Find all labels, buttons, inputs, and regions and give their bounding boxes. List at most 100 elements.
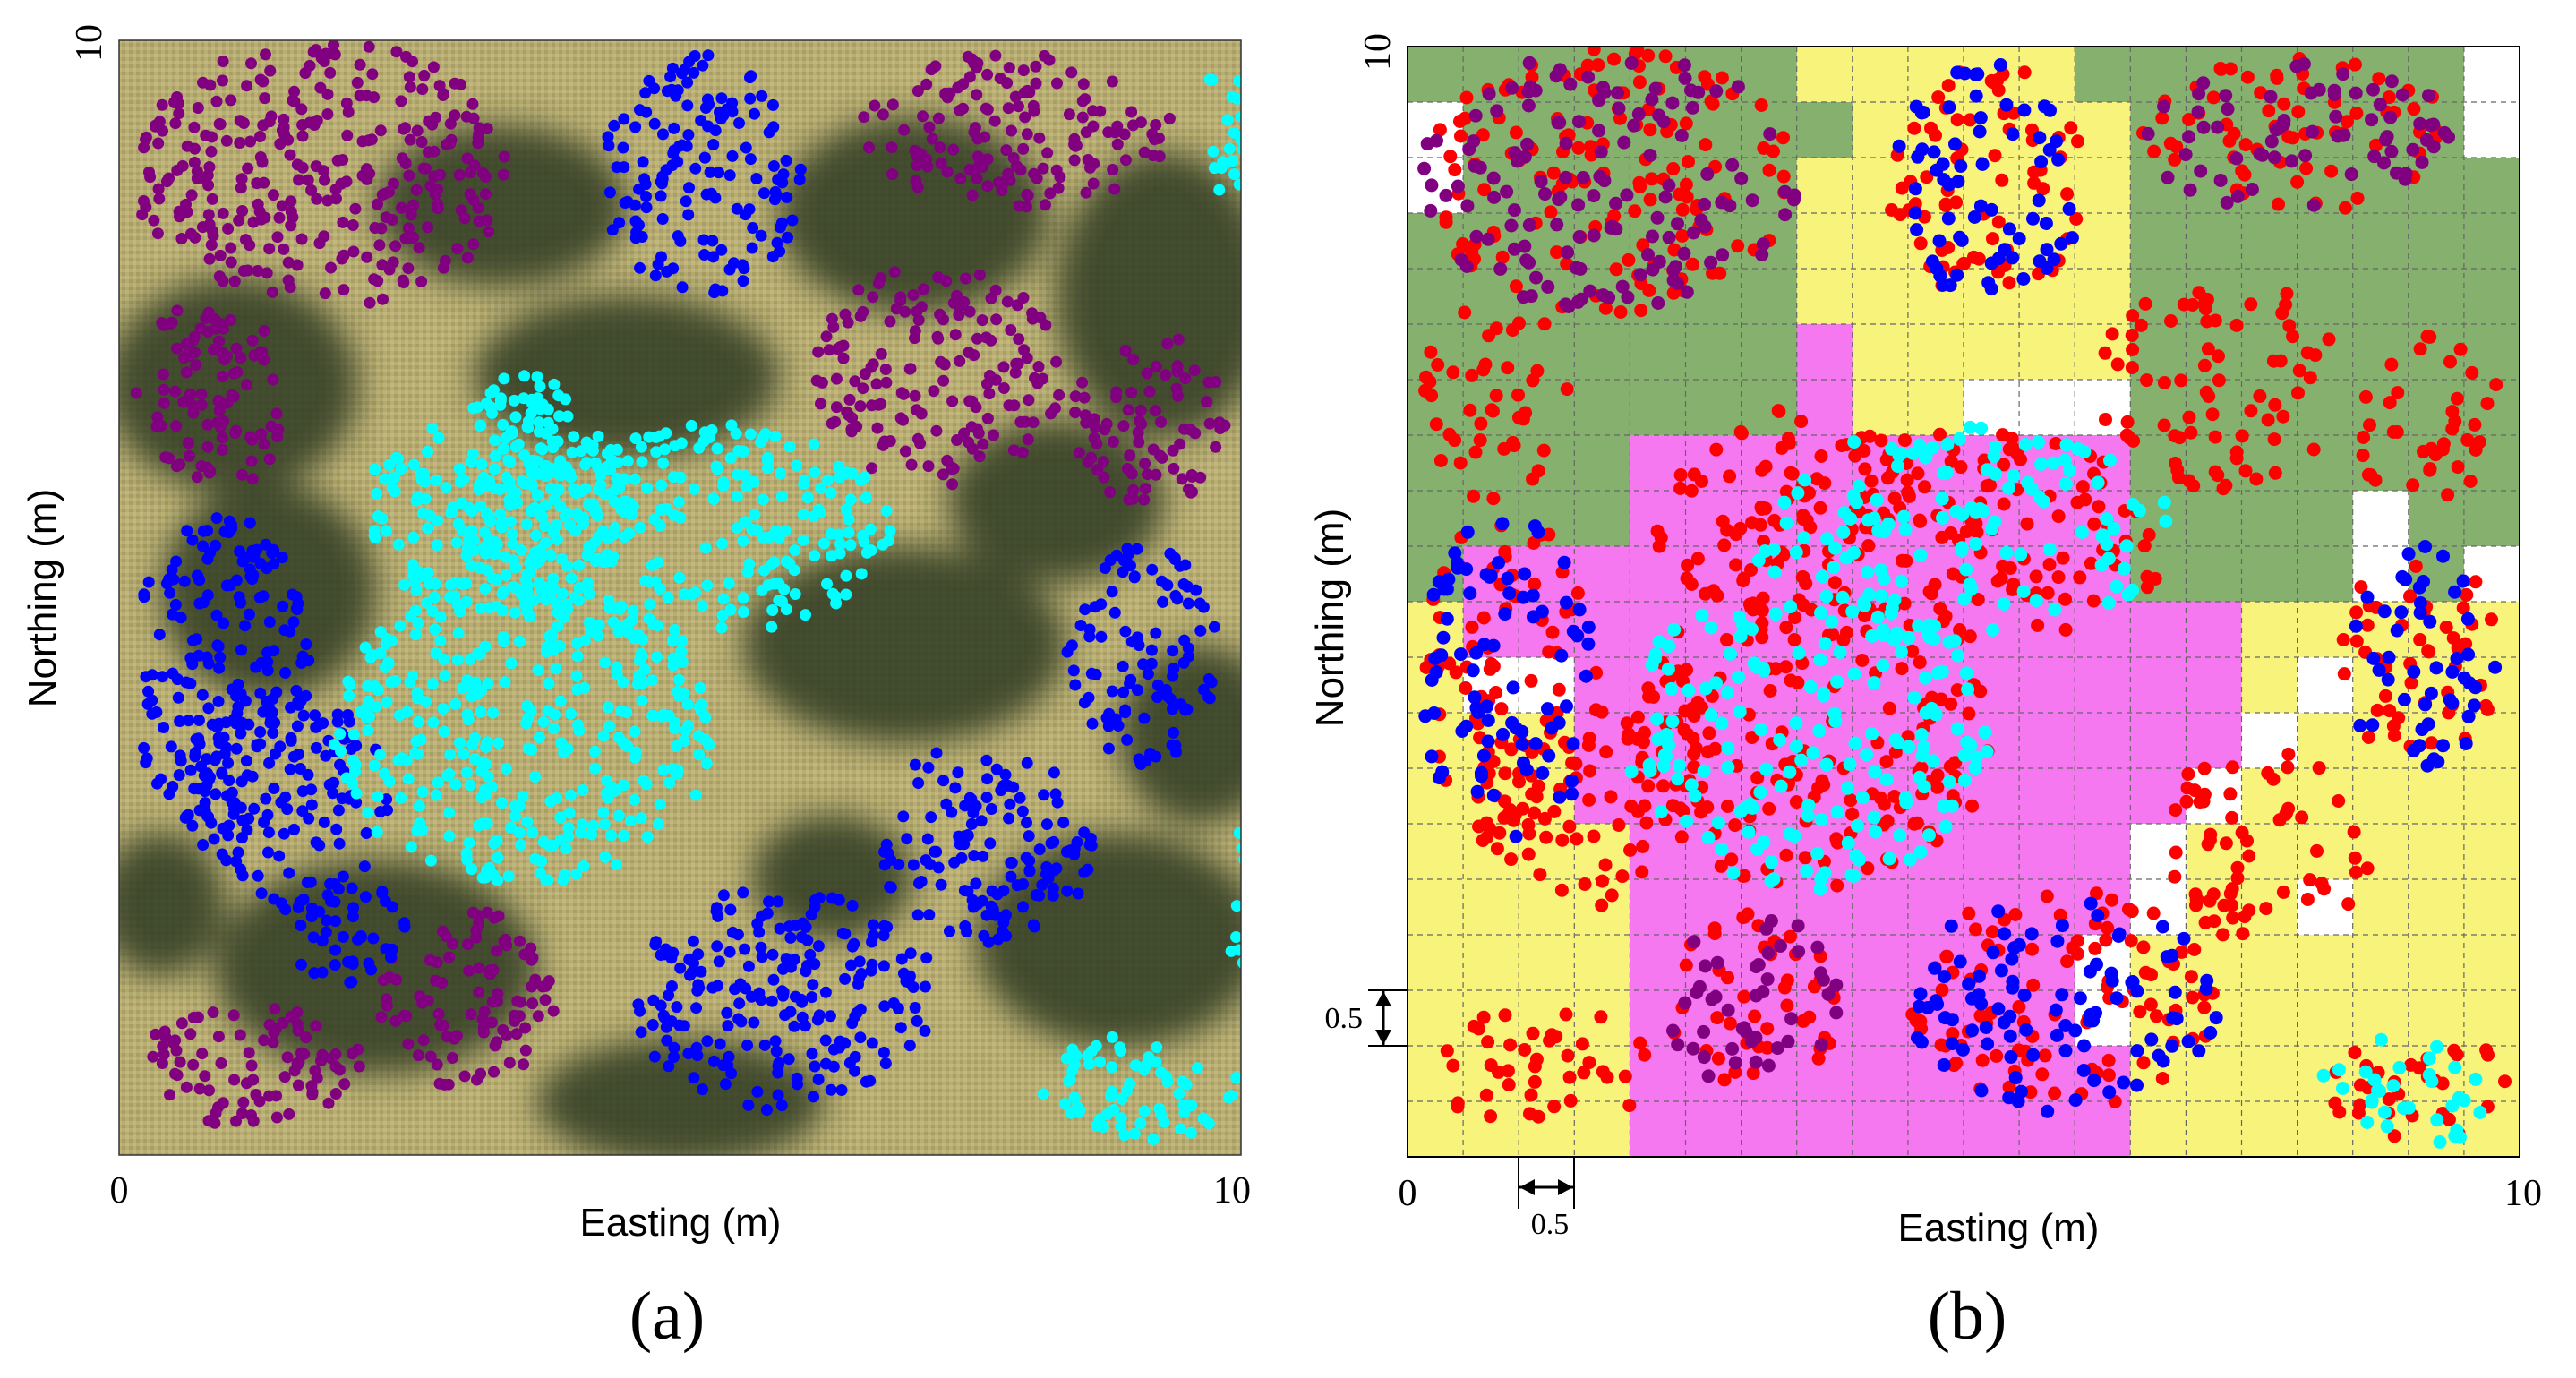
data-point xyxy=(1479,1088,1493,1102)
data-point xyxy=(603,602,616,614)
data-point xyxy=(871,422,884,434)
data-point xyxy=(546,435,559,448)
data-point xyxy=(1642,283,1656,297)
data-point xyxy=(1001,295,1014,308)
data-point xyxy=(235,863,247,876)
data-point xyxy=(649,270,662,282)
data-point xyxy=(1502,1078,1516,1091)
data-point xyxy=(449,109,461,122)
data-point xyxy=(2290,175,2305,189)
data-point xyxy=(2467,698,2481,713)
data-point xyxy=(378,767,390,780)
data-point xyxy=(491,995,503,1007)
data-point xyxy=(1498,544,1512,559)
data-point xyxy=(2004,1050,2018,1064)
data-point xyxy=(536,980,549,993)
data-point xyxy=(295,920,307,931)
data-point xyxy=(2350,191,2365,205)
data-point xyxy=(446,1052,458,1064)
data-point xyxy=(458,473,470,485)
data-point xyxy=(849,1050,861,1063)
data-point xyxy=(946,395,959,407)
data-point xyxy=(2468,417,2482,432)
data-point xyxy=(1078,391,1091,404)
data-point xyxy=(264,64,277,77)
data-point xyxy=(554,811,567,824)
data-point xyxy=(858,535,870,548)
data-point xyxy=(1844,793,1858,808)
data-point xyxy=(676,281,689,294)
data-point xyxy=(451,598,464,611)
data-point xyxy=(573,559,585,571)
data-point xyxy=(1775,441,1789,455)
data-point xyxy=(1087,105,1100,117)
grid-cell xyxy=(1630,324,1687,381)
data-point xyxy=(655,479,668,492)
data-point xyxy=(278,121,290,133)
data-point xyxy=(1087,120,1100,133)
data-point xyxy=(1942,100,1956,115)
data-point xyxy=(2235,429,2249,443)
data-point xyxy=(1533,868,1547,882)
data-point xyxy=(1133,753,1145,766)
data-point xyxy=(1882,701,1896,715)
data-point xyxy=(1679,177,1693,192)
data-point xyxy=(1481,1035,1495,1049)
data-point xyxy=(2015,1084,2028,1099)
grid-cell xyxy=(1964,1101,2020,1158)
data-point xyxy=(1067,664,1080,677)
data-point xyxy=(629,632,641,645)
data-point xyxy=(732,444,745,457)
data-point xyxy=(1017,901,1029,913)
data-point xyxy=(1537,811,1552,826)
data-point xyxy=(723,946,736,958)
data-point xyxy=(971,172,983,184)
data-point xyxy=(2111,929,2126,943)
data-point xyxy=(1993,58,2007,72)
grid-cell xyxy=(2408,879,2465,936)
grid-cell xyxy=(2408,491,2465,547)
grid-cell xyxy=(1741,324,1798,381)
data-point xyxy=(559,510,571,523)
data-point xyxy=(180,366,193,379)
data-point xyxy=(1150,360,1162,372)
data-point xyxy=(444,749,457,761)
data-point xyxy=(1794,415,1809,429)
data-point xyxy=(230,342,243,355)
data-point xyxy=(2370,703,2384,717)
data-point xyxy=(205,145,218,158)
data-point xyxy=(1185,1126,1197,1139)
data-point xyxy=(1547,804,1562,818)
data-point xyxy=(342,955,355,968)
grid-cell xyxy=(2297,546,2354,603)
data-point xyxy=(1673,187,1687,201)
data-point xyxy=(2184,970,2198,984)
data-point xyxy=(1149,405,1161,417)
data-point xyxy=(1201,396,1213,408)
data-point xyxy=(900,975,912,988)
data-point xyxy=(1176,473,1188,485)
data-point xyxy=(1908,206,1922,220)
data-point xyxy=(672,496,685,509)
data-point xyxy=(310,836,322,849)
data-point xyxy=(1729,527,1743,542)
data-point xyxy=(1480,830,1494,844)
data-point xyxy=(342,106,355,118)
grid-cell xyxy=(2075,380,2131,436)
data-point xyxy=(346,882,358,894)
data-point xyxy=(845,425,858,438)
data-point xyxy=(2027,175,2041,190)
data-point xyxy=(1241,100,1253,112)
data-point xyxy=(1855,791,1870,805)
data-point xyxy=(181,140,193,152)
data-point xyxy=(231,706,244,719)
data-point xyxy=(844,493,857,506)
data-point xyxy=(640,191,652,202)
data-point xyxy=(1141,367,1153,380)
data-point xyxy=(427,716,440,729)
data-point xyxy=(1950,65,1964,80)
grid-cell xyxy=(1852,47,1909,103)
data-point xyxy=(1160,369,1172,381)
data-point xyxy=(148,214,160,227)
data-point xyxy=(2168,985,2182,999)
